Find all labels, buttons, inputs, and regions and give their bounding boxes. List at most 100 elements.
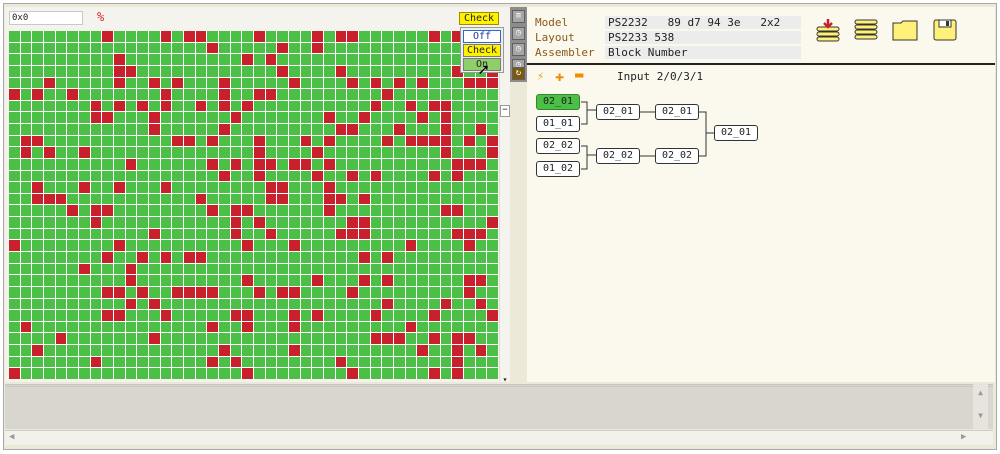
die-cell[interactable] bbox=[394, 275, 405, 286]
die-cell[interactable] bbox=[44, 158, 55, 170]
die-cell[interactable] bbox=[487, 182, 498, 193]
die-cell[interactable] bbox=[67, 54, 78, 65]
die-cell[interactable] bbox=[475, 100, 487, 112]
die-cell[interactable] bbox=[475, 217, 487, 228]
die-cell[interactable] bbox=[429, 89, 440, 100]
die-cell[interactable] bbox=[254, 240, 265, 252]
die-cell[interactable] bbox=[394, 217, 405, 228]
die-cell[interactable] bbox=[475, 252, 487, 263]
die-cell[interactable] bbox=[32, 193, 43, 205]
die-cell[interactable] bbox=[405, 54, 417, 65]
die-cell[interactable] bbox=[102, 65, 113, 77]
die-cell[interactable] bbox=[359, 77, 370, 89]
die-cell[interactable] bbox=[55, 333, 67, 345]
die-cell[interactable] bbox=[464, 77, 475, 89]
die-cell[interactable] bbox=[300, 158, 312, 170]
die-cell[interactable] bbox=[9, 333, 20, 345]
die-cell[interactable] bbox=[102, 217, 113, 228]
die-cell[interactable] bbox=[207, 31, 218, 42]
die-cell[interactable] bbox=[32, 286, 43, 298]
die-cell[interactable] bbox=[475, 321, 487, 333]
die-cell[interactable] bbox=[207, 170, 218, 182]
die-cell[interactable] bbox=[382, 368, 393, 379]
die-cell[interactable] bbox=[487, 263, 498, 275]
die-cell[interactable] bbox=[312, 65, 323, 77]
die-cell[interactable] bbox=[347, 31, 358, 42]
die-cell[interactable] bbox=[254, 77, 265, 89]
die-cell[interactable] bbox=[44, 228, 55, 240]
die-cell[interactable] bbox=[312, 333, 323, 345]
die-cell[interactable] bbox=[44, 275, 55, 286]
die-cell[interactable] bbox=[452, 345, 463, 356]
die-cell[interactable] bbox=[55, 240, 67, 252]
die-cell[interactable] bbox=[195, 77, 207, 89]
die-cell[interactable] bbox=[230, 158, 242, 170]
die-cell[interactable] bbox=[114, 368, 125, 379]
die-cell[interactable] bbox=[79, 193, 90, 205]
die-cell[interactable] bbox=[370, 147, 382, 158]
die-cell[interactable] bbox=[382, 31, 393, 42]
die-cell[interactable] bbox=[417, 77, 428, 89]
die-cell[interactable] bbox=[324, 310, 335, 321]
die-cell[interactable] bbox=[195, 205, 207, 217]
die-cell[interactable] bbox=[452, 263, 463, 275]
die-cell[interactable] bbox=[195, 42, 207, 54]
die-cell[interactable] bbox=[195, 310, 207, 321]
die-cell[interactable] bbox=[137, 275, 148, 286]
die-cell[interactable] bbox=[394, 42, 405, 54]
die-cell[interactable] bbox=[102, 182, 113, 193]
die-cell[interactable] bbox=[440, 31, 452, 42]
die-cell[interactable] bbox=[172, 170, 183, 182]
die-cell[interactable] bbox=[149, 65, 160, 77]
die-cell[interactable] bbox=[475, 356, 487, 368]
die-cell[interactable] bbox=[67, 228, 78, 240]
die-cell[interactable] bbox=[102, 112, 113, 124]
die-cell[interactable] bbox=[55, 54, 67, 65]
die-cell[interactable] bbox=[195, 252, 207, 263]
die-cell[interactable] bbox=[417, 228, 428, 240]
die-cell[interactable] bbox=[160, 217, 172, 228]
die-cell[interactable] bbox=[417, 147, 428, 158]
die-cell[interactable] bbox=[137, 124, 148, 135]
die-cell[interactable] bbox=[44, 252, 55, 263]
die-cell[interactable] bbox=[359, 263, 370, 275]
die-cell[interactable] bbox=[277, 252, 288, 263]
die-cell[interactable] bbox=[32, 310, 43, 321]
die-cell[interactable] bbox=[9, 263, 20, 275]
die-cell[interactable] bbox=[219, 65, 230, 77]
die-cell[interactable] bbox=[102, 89, 113, 100]
die-cell[interactable] bbox=[487, 240, 498, 252]
die-cell[interactable] bbox=[289, 158, 300, 170]
die-cell[interactable] bbox=[324, 217, 335, 228]
die-cell[interactable] bbox=[487, 147, 498, 158]
die-cell[interactable] bbox=[207, 252, 218, 263]
die-cell[interactable] bbox=[464, 193, 475, 205]
die-cell[interactable] bbox=[312, 263, 323, 275]
die-cell[interactable] bbox=[289, 124, 300, 135]
die-cell[interactable] bbox=[452, 321, 463, 333]
die-cell[interactable] bbox=[67, 31, 78, 42]
die-cell[interactable] bbox=[79, 147, 90, 158]
folder-icon[interactable] bbox=[891, 18, 919, 42]
die-cell[interactable] bbox=[219, 54, 230, 65]
die-cell[interactable] bbox=[102, 42, 113, 54]
die-cell[interactable] bbox=[20, 170, 32, 182]
die-cell[interactable] bbox=[195, 158, 207, 170]
die-cell[interactable] bbox=[184, 193, 195, 205]
die-cell[interactable] bbox=[195, 112, 207, 124]
die-cell[interactable] bbox=[487, 275, 498, 286]
die-cell[interactable] bbox=[394, 112, 405, 124]
die-cell[interactable] bbox=[230, 356, 242, 368]
die-cell[interactable] bbox=[32, 100, 43, 112]
die-cell[interactable] bbox=[452, 298, 463, 310]
die-cell[interactable] bbox=[149, 54, 160, 65]
die-cell[interactable] bbox=[102, 124, 113, 135]
die-cell[interactable] bbox=[172, 263, 183, 275]
die-cell[interactable] bbox=[417, 252, 428, 263]
die-cell[interactable] bbox=[67, 252, 78, 263]
die-cell[interactable] bbox=[359, 321, 370, 333]
die-cell[interactable] bbox=[347, 228, 358, 240]
die-cell[interactable] bbox=[440, 170, 452, 182]
die-cell[interactable] bbox=[429, 158, 440, 170]
die-cell[interactable] bbox=[405, 298, 417, 310]
